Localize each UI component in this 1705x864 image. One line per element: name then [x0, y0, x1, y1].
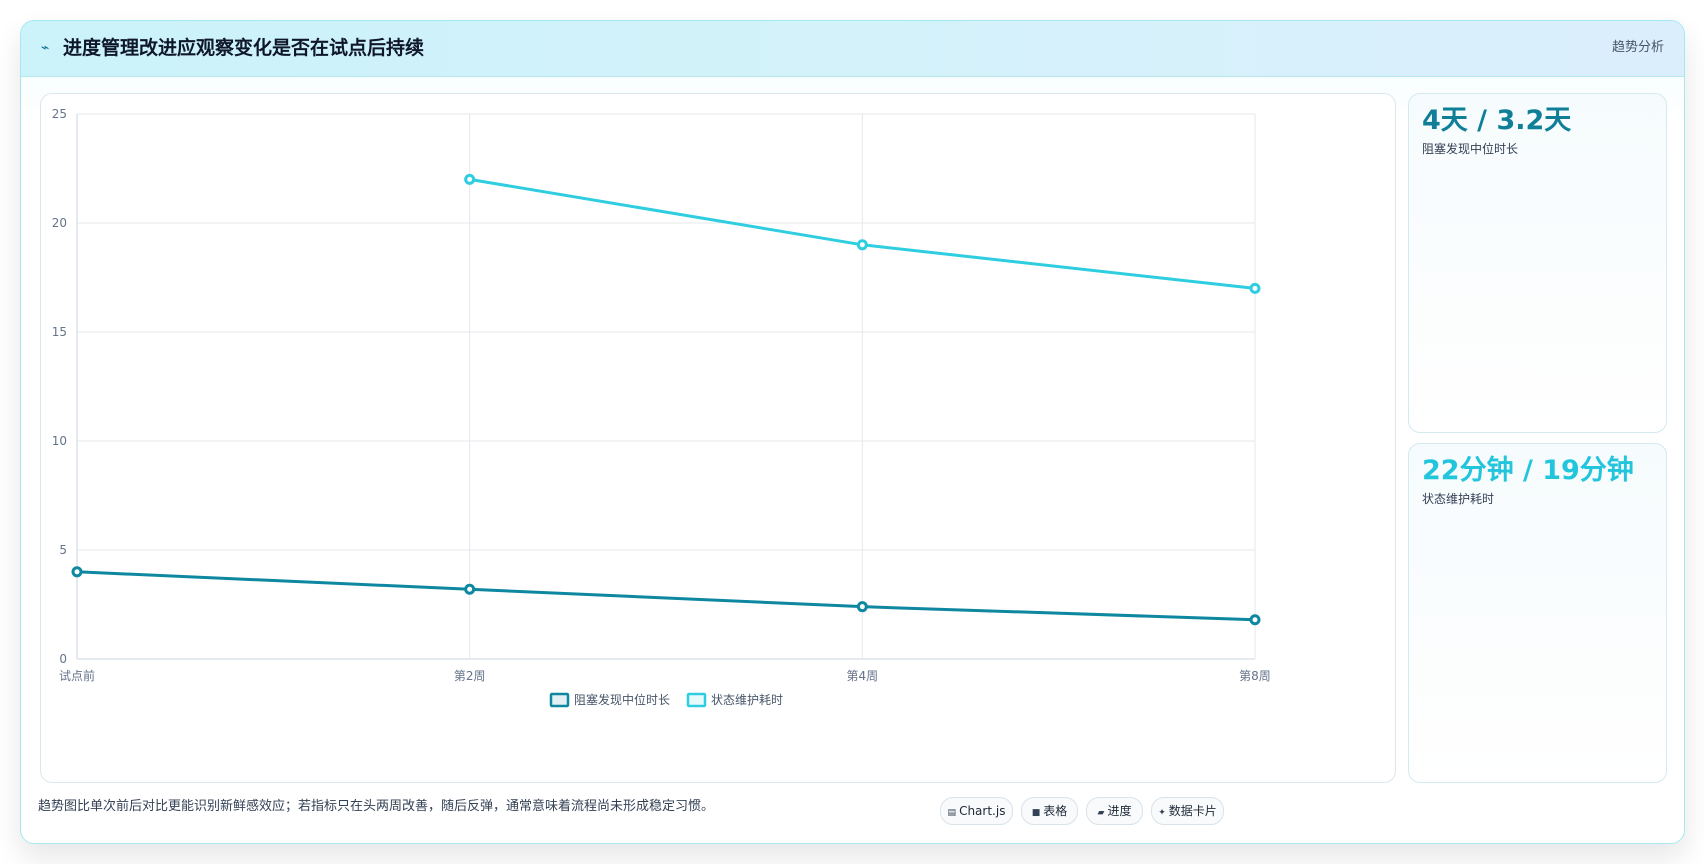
chart-panel: 0 5 10 15 20 25 试点前 第2周 第4周 第8周阻塞发现中位时长 状态维护耗时 — [40, 93, 1396, 783]
stat-value: 4天 / 3.2天 — [1422, 105, 1572, 136]
legend-label: 状态维护耗时 — [711, 693, 783, 707]
data-point — [856, 239, 868, 251]
legend-label: 阻塞发现中位时长 — [574, 692, 670, 707]
y-tick-label: 5 — [59, 543, 67, 557]
y-tick-label: 20 — [52, 216, 67, 230]
legend-swatch-0 — [549, 692, 570, 708]
data-point — [856, 601, 868, 613]
chip-label: 数据卡片 — [1168, 804, 1217, 818]
data-point — [464, 173, 476, 185]
trend-icon: ⌁ — [41, 40, 50, 56]
chip-label: 进度 — [1107, 804, 1132, 818]
chip-label: 表格 — [1043, 804, 1068, 818]
data-point — [464, 583, 476, 595]
y-tick-label: 0 — [59, 652, 67, 666]
y-tick-label: 10 — [52, 434, 67, 448]
series-line-0 — [75, 570, 1257, 622]
x-tick-label: 第2周 — [454, 669, 486, 683]
chip-progress[interactable]: ▰ 进度 — [1086, 797, 1143, 825]
x-tick-label: 试点前 — [59, 668, 95, 683]
x-tick-label: 第8周 — [1239, 669, 1271, 683]
footer-note: 趋势图比单次前后对比更能识别新鲜感效应；若指标只在头两周改善，随后反弹，通常意味… — [38, 799, 715, 814]
analysis-tag: 趋势分析 — [1611, 40, 1664, 55]
card-header: ⌁ 进度管理改进应观察变化是否在试点后持续 趋势分析 — [21, 21, 1684, 77]
trend-card: ⌁ 进度管理改进应观察变化是否在试点后持续 趋势分析 0 5 10 15 20 25 试点前… — [20, 20, 1685, 844]
x-tick-label: 第4周 — [847, 669, 879, 683]
table-icon: ■ — [1031, 808, 1041, 818]
stat-label: 阻塞发现中位时长 — [1422, 142, 1519, 156]
y-tick-label: 15 — [52, 325, 67, 339]
stat-value: 22分钟 / 19分钟 — [1422, 455, 1634, 486]
data-point — [71, 566, 83, 578]
y-tick-label: 25 — [52, 107, 67, 121]
data-point — [1249, 282, 1261, 294]
chip-chartjs[interactable]: ▤ Chart.js — [940, 797, 1013, 825]
chart-icon: ▤ — [947, 808, 957, 818]
data-point — [1249, 614, 1261, 626]
progress-icon: ▰ — [1097, 808, 1105, 818]
chip-data-cards[interactable]: ✦ 数据卡片 — [1151, 797, 1224, 825]
stat-card-maintenance: 22分钟 / 19分钟 状态维护耗时 — [1408, 443, 1667, 783]
sparkle-icon: ✦ — [1158, 808, 1166, 818]
chip-label: Chart.js — [959, 804, 1006, 818]
stat-label: 状态维护耗时 — [1422, 492, 1495, 506]
stat-card-blocker: 4天 / 3.2天 阻塞发现中位时长 — [1408, 93, 1667, 433]
chip-table[interactable]: ■ 表格 — [1021, 797, 1078, 825]
card-title: 进度管理改进应观察变化是否在试点后持续 — [63, 37, 425, 59]
legend-swatch-1 — [686, 692, 707, 708]
